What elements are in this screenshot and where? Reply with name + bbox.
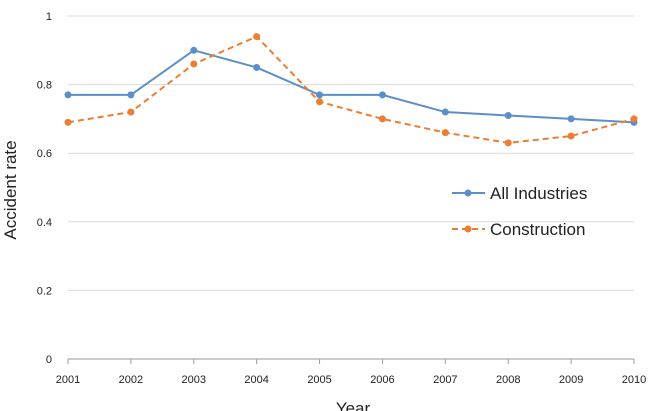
data-point-construction — [253, 33, 261, 41]
data-point-all-industries — [378, 91, 386, 99]
data-point-all-industries — [316, 91, 324, 99]
grid-lines — [68, 15, 634, 360]
x-tick-label: 2004 — [244, 374, 268, 386]
x-tick-label: 2006 — [370, 374, 394, 386]
x-tick-label: 2002 — [119, 374, 143, 386]
data-point-construction — [630, 115, 638, 123]
data-point-all-industries — [64, 91, 72, 99]
x-axis-ticks: 2001 2002 2003 2004 2005 2006 2007 2008 2009 2010 — [56, 359, 646, 386]
y-axis-title: Accident rate — [1, 140, 20, 239]
series-line-all-industries — [68, 49, 635, 124]
x-axis-title: Year — [336, 399, 371, 411]
data-point-all-industries — [504, 111, 512, 119]
series-line-construction — [67, 35, 635, 144]
y-axis-ticks: 0 0.2 0.4 0.6 0.8 1 — [37, 11, 52, 366]
data-point-construction — [64, 118, 72, 126]
y-tick-label: 0.2 — [37, 285, 52, 297]
x-tick-label: 2001 — [56, 374, 80, 386]
legend-label-all-industries: All Industries — [490, 184, 587, 203]
data-point-all-industries — [253, 63, 261, 71]
data-point-construction — [378, 115, 386, 123]
data-point-construction — [567, 132, 575, 140]
x-tick-label: 2003 — [182, 374, 206, 386]
x-tick-label: 2007 — [433, 374, 457, 386]
y-tick-label: 0.8 — [37, 80, 52, 92]
x-tick-label: 2009 — [559, 374, 583, 386]
legend-label-construction: Construction — [490, 220, 585, 239]
legend-marker-all-industries — [464, 189, 472, 197]
data-point-all-industries — [127, 91, 135, 99]
data-point-all-industries — [567, 115, 575, 123]
legend: All Industries Construction — [452, 184, 587, 239]
x-tick-label: 2008 — [496, 374, 520, 386]
x-tick-label: 2005 — [307, 374, 331, 386]
data-point-construction — [190, 60, 198, 68]
data-point-all-industries — [441, 108, 449, 116]
data-point-all-industries — [190, 46, 198, 54]
data-point-construction — [316, 98, 324, 106]
data-point-construction — [441, 129, 449, 137]
series-group — [64, 33, 638, 147]
y-tick-label: 0.4 — [37, 217, 52, 229]
legend-marker-construction — [464, 225, 472, 233]
data-point-construction — [127, 108, 135, 116]
data-point-construction — [504, 139, 512, 147]
y-tick-label: 0.6 — [37, 148, 52, 160]
y-tick-label: 0 — [46, 354, 52, 366]
y-tick-label: 1 — [46, 11, 52, 23]
x-tick-label: 2010 — [622, 374, 646, 386]
